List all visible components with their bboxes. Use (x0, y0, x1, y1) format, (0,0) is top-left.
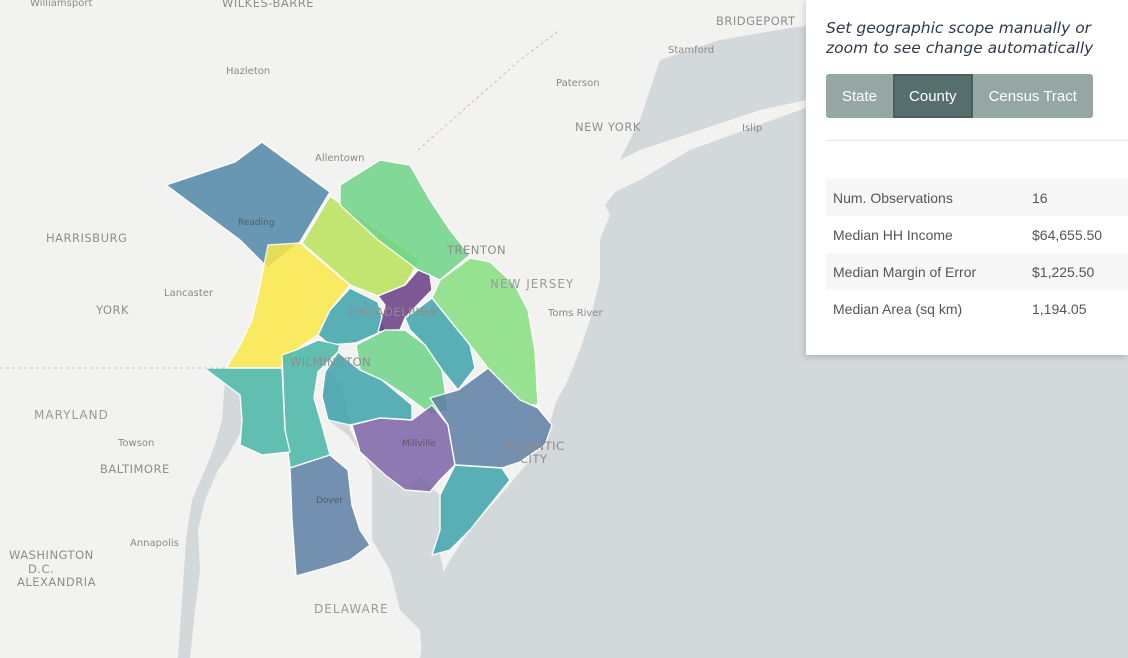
city-label-hazleton: Hazleton (226, 66, 270, 77)
long-island-sound (620, 26, 806, 160)
city-label-trenton: TRENTON (446, 243, 506, 257)
city-label-dover: Dover (316, 496, 343, 506)
city-label-bridgeport: BRIDGEPORT (716, 14, 796, 28)
city-label-baltimore: BALTIMORE (100, 462, 170, 476)
city-label-washington: WASHINGTON (9, 548, 94, 562)
city-label-paterson: Paterson (556, 78, 600, 89)
city-label-york: YORK (95, 303, 129, 317)
table-row: Num. Observations 16 (826, 179, 1128, 216)
scope-census-tract-button[interactable]: Census Tract (972, 74, 1093, 118)
city-label-harrisburg: HARRISBURG (46, 231, 127, 245)
county-cecil[interactable] (203, 367, 291, 456)
control-panel: Set geographic scope manually or zoom to… (806, 0, 1128, 355)
city-label-stamford: Stamford (668, 45, 714, 56)
county-new-castle[interactable] (281, 339, 341, 469)
city-label-atlantic: ATLANTIC (505, 439, 565, 453)
stats-table: Num. Observations 16 Median HH Income $6… (826, 179, 1128, 327)
city-label-lancaster: Lancaster (164, 288, 214, 299)
county-camden[interactable] (404, 297, 476, 391)
city-label-allentown: Allentown (315, 153, 364, 164)
city-label-city: CITY (520, 452, 548, 466)
city-label-wilmington: WILMINGTON (290, 355, 371, 369)
city-label-new-york: NEW YORK (575, 120, 641, 134)
county-bucks[interactable] (339, 159, 471, 281)
city-label-williamsport: Williamsport (30, 0, 92, 9)
divider (826, 140, 1128, 141)
city-label-dc: D.C. (28, 562, 54, 576)
city-label-towson: Towson (117, 438, 154, 449)
county-layer[interactable] (165, 141, 553, 577)
stat-value: $1,225.50 (1032, 263, 1095, 280)
city-label-toms-river: Toms River (547, 308, 603, 319)
city-label-alexandria: ALEXANDRIA (17, 575, 96, 589)
state-labels: NEW JERSEY MARYLAND DELAWARE (34, 277, 574, 616)
stat-value: $64,655.50 (1032, 226, 1103, 243)
stat-label: Num. Observations (833, 189, 953, 206)
county-kent-de[interactable] (289, 454, 371, 577)
stat-value: 1,194.05 (1032, 300, 1087, 317)
panel-title: Set geographic scope manually or zoom to… (826, 19, 1094, 57)
city-label-philadelphia: PHILADELPHIA (348, 305, 437, 319)
table-row: Median Area (sq km) 1,194.05 (826, 290, 1128, 327)
chesapeake-bay (178, 380, 242, 658)
stat-label: Median HH Income (833, 226, 953, 243)
city-label-annapolis: Annapolis (130, 538, 179, 549)
county-berks[interactable] (165, 141, 331, 269)
table-row: Median Margin of Error $1,225.50 (826, 253, 1128, 290)
stat-value: 16 (1032, 189, 1048, 206)
table-row: Median HH Income $64,655.50 (826, 216, 1128, 253)
scope-state-button[interactable]: State (826, 74, 894, 118)
stat-label: Median Area (sq km) (833, 300, 963, 317)
city-label-islip: Islip (742, 123, 762, 134)
scope-county-button[interactable]: County (893, 74, 973, 118)
county-cumberland[interactable] (351, 404, 456, 493)
city-label-reading: Reading (238, 218, 275, 228)
city-labels: Williamsport WILKES-BARRE Hazleton Allen… (9, 0, 796, 589)
city-label-wilkes-barre: WILKES-BARRE (222, 0, 314, 10)
county-delaware-pa[interactable] (317, 287, 386, 346)
delaware-bay (322, 370, 450, 658)
city-label-millville: Millville (402, 439, 436, 449)
county-philadelphia[interactable] (377, 269, 433, 333)
stat-label: Median Margin of Error (833, 263, 977, 280)
scope-button-group: State County Census Tract (826, 74, 1128, 118)
state-label-maryland: MARYLAND (34, 408, 109, 422)
county-atlantic[interactable] (429, 367, 553, 469)
county-cape-may[interactable] (431, 464, 511, 556)
state-label-delaware: DELAWARE (314, 602, 389, 616)
state-label-new-jersey: NEW JERSEY (490, 277, 574, 291)
state-border-ny-nj (417, 29, 561, 151)
